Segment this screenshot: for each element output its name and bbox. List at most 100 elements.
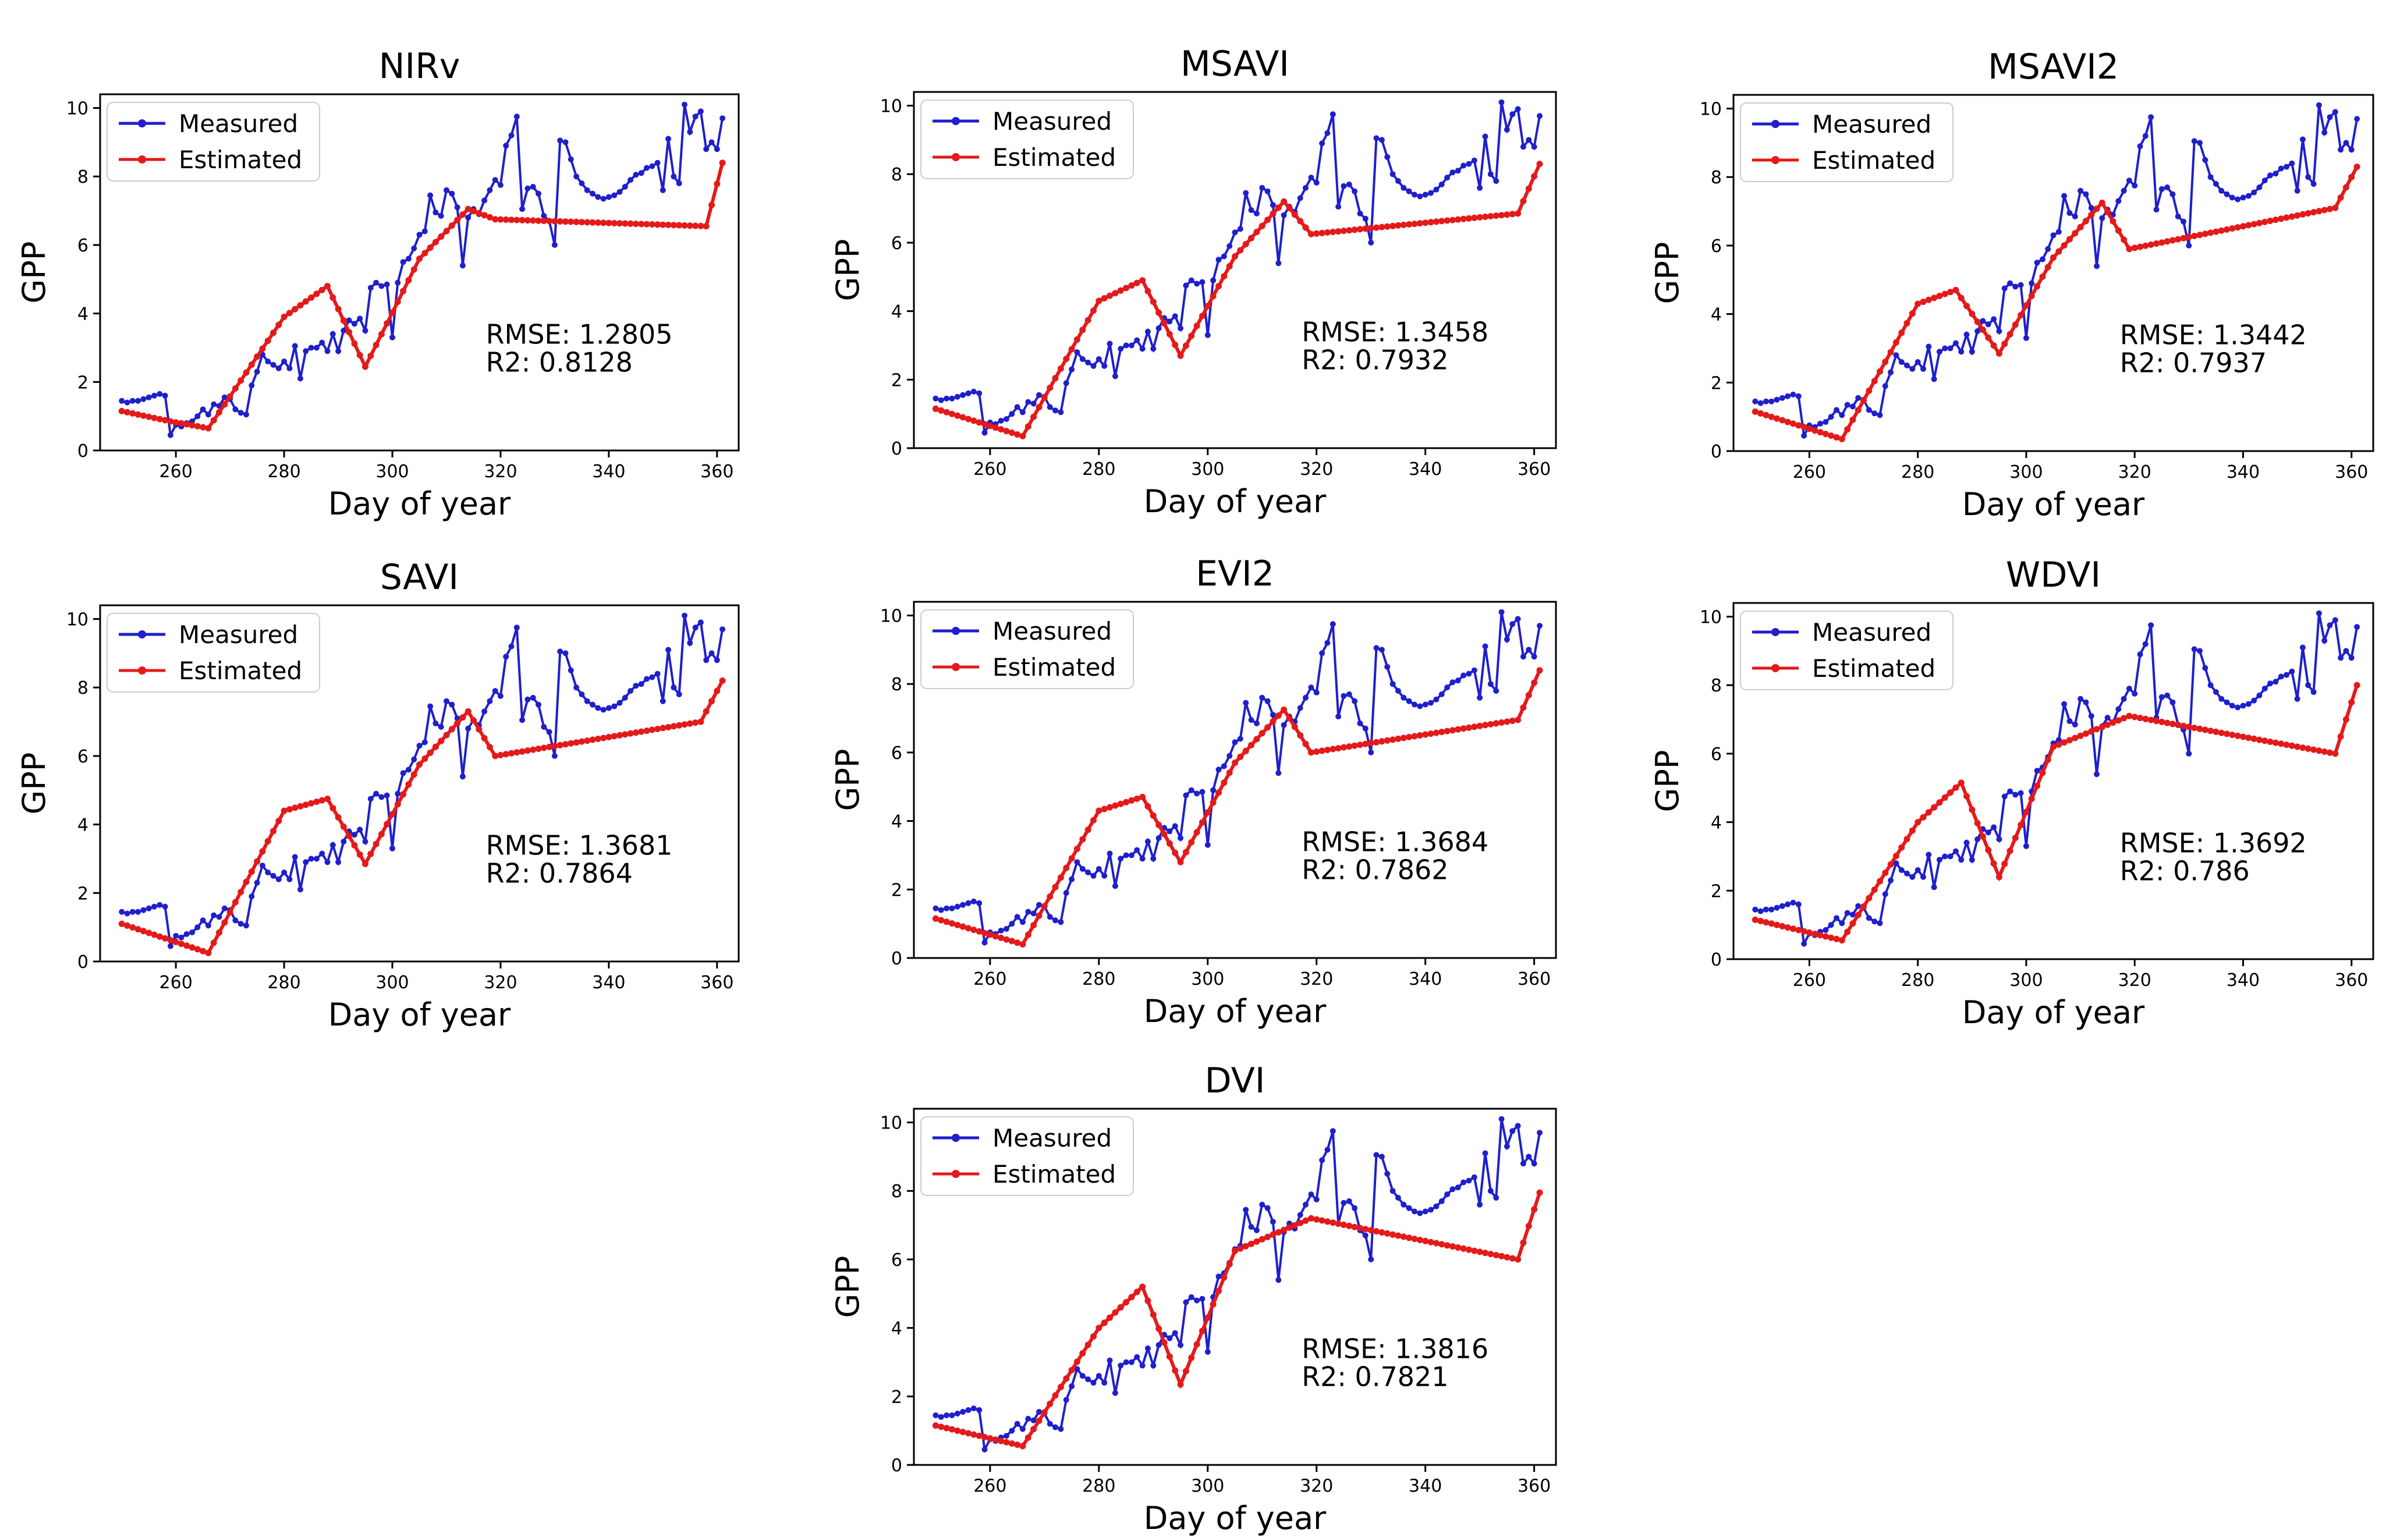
data-point bbox=[1063, 1397, 1069, 1403]
data-point bbox=[129, 398, 136, 404]
data-point bbox=[1406, 221, 1413, 228]
data-point bbox=[1801, 941, 1807, 947]
data-point bbox=[502, 216, 509, 223]
data-point bbox=[1493, 688, 1499, 694]
data-point bbox=[1963, 839, 1970, 846]
data-point bbox=[2023, 843, 2029, 849]
data-point bbox=[965, 390, 972, 396]
data-point bbox=[275, 818, 282, 824]
data-point bbox=[1915, 819, 1922, 826]
data-point bbox=[2261, 178, 2268, 184]
series-estimated bbox=[932, 667, 1543, 948]
data-point bbox=[1498, 1252, 1505, 1259]
data-point bbox=[1003, 1439, 1010, 1446]
data-point bbox=[2348, 655, 2355, 661]
data-point bbox=[481, 212, 488, 219]
y-tick-label: 4 bbox=[891, 1319, 902, 1339]
x-tick-label: 260 bbox=[159, 462, 193, 482]
data-point bbox=[1242, 1243, 1249, 1250]
data-point bbox=[2235, 196, 2241, 203]
data-point bbox=[600, 196, 607, 202]
data-point bbox=[1144, 1345, 1151, 1351]
series-line bbox=[935, 163, 1541, 438]
data-point bbox=[313, 799, 320, 806]
data-point bbox=[1009, 1428, 1015, 1434]
data-point bbox=[427, 192, 434, 198]
data-point bbox=[1822, 933, 1829, 940]
data-point bbox=[1790, 899, 1796, 906]
data-point bbox=[1237, 1245, 1244, 1252]
data-point bbox=[2332, 204, 2339, 211]
data-point bbox=[1074, 349, 1080, 356]
data-point bbox=[2104, 721, 2111, 728]
data-point bbox=[649, 163, 655, 169]
data-point bbox=[2191, 725, 2198, 732]
data-point bbox=[1210, 277, 1217, 283]
data-point bbox=[2338, 655, 2344, 661]
axes-frame bbox=[99, 604, 740, 963]
data-point bbox=[976, 1432, 983, 1439]
data-point bbox=[714, 687, 721, 694]
data-point bbox=[157, 902, 163, 908]
data-point bbox=[1172, 1330, 1178, 1336]
data-point bbox=[2321, 129, 2328, 136]
axes-frame bbox=[1732, 602, 2374, 960]
data-point bbox=[1444, 175, 1451, 181]
data-point bbox=[427, 749, 434, 756]
data-point bbox=[183, 931, 190, 937]
data-point bbox=[670, 222, 677, 229]
data-point bbox=[1384, 663, 1391, 670]
data-point bbox=[1313, 230, 1320, 237]
data-point bbox=[427, 703, 434, 709]
data-point bbox=[1947, 289, 1954, 296]
x-tick-label: 340 bbox=[592, 462, 625, 482]
data-point bbox=[1428, 190, 1434, 196]
data-point bbox=[1520, 1239, 1527, 1246]
data-point bbox=[1936, 293, 1943, 299]
data-point bbox=[1210, 799, 1217, 806]
data-point bbox=[1455, 677, 1461, 684]
data-point bbox=[1210, 293, 1217, 300]
data-point bbox=[2028, 796, 2035, 803]
data-point bbox=[405, 277, 412, 283]
data-point bbox=[1221, 779, 1228, 786]
data-point bbox=[1795, 927, 1802, 934]
data-point bbox=[1822, 431, 1829, 438]
data-point bbox=[1833, 935, 1840, 942]
data-point bbox=[1047, 1400, 1054, 1407]
data-point bbox=[1101, 295, 1108, 301]
data-point bbox=[1232, 253, 1238, 260]
data-point bbox=[2018, 282, 2024, 288]
data-point bbox=[1161, 831, 1168, 838]
data-point bbox=[1455, 726, 1462, 733]
data-point bbox=[1150, 856, 1157, 862]
data-point bbox=[313, 290, 320, 297]
data-point bbox=[1785, 901, 1791, 907]
data-point bbox=[1362, 1232, 1369, 1239]
data-point bbox=[226, 909, 233, 916]
data-point bbox=[1438, 1241, 1445, 1248]
data-point bbox=[2088, 211, 2095, 218]
data-point bbox=[2164, 719, 2171, 726]
data-point bbox=[2169, 721, 2176, 728]
data-point bbox=[2088, 728, 2095, 735]
data-point bbox=[513, 749, 520, 756]
data-point bbox=[1520, 144, 1526, 150]
data-point bbox=[1412, 1208, 1417, 1215]
data-point bbox=[2273, 679, 2279, 685]
data-point bbox=[611, 219, 618, 226]
data-point bbox=[1281, 1226, 1288, 1233]
data-point bbox=[2305, 174, 2312, 180]
data-point bbox=[329, 805, 336, 811]
y-axis-label: GPP bbox=[829, 239, 866, 301]
data-point bbox=[1466, 1177, 1472, 1184]
data-point bbox=[124, 409, 130, 416]
data-point bbox=[682, 612, 687, 619]
data-point bbox=[1058, 409, 1064, 416]
data-point bbox=[1335, 204, 1342, 210]
data-point bbox=[237, 889, 244, 896]
data-point bbox=[1504, 718, 1511, 725]
data-point bbox=[1079, 836, 1086, 843]
data-point bbox=[1362, 225, 1369, 232]
data-point bbox=[562, 139, 569, 146]
